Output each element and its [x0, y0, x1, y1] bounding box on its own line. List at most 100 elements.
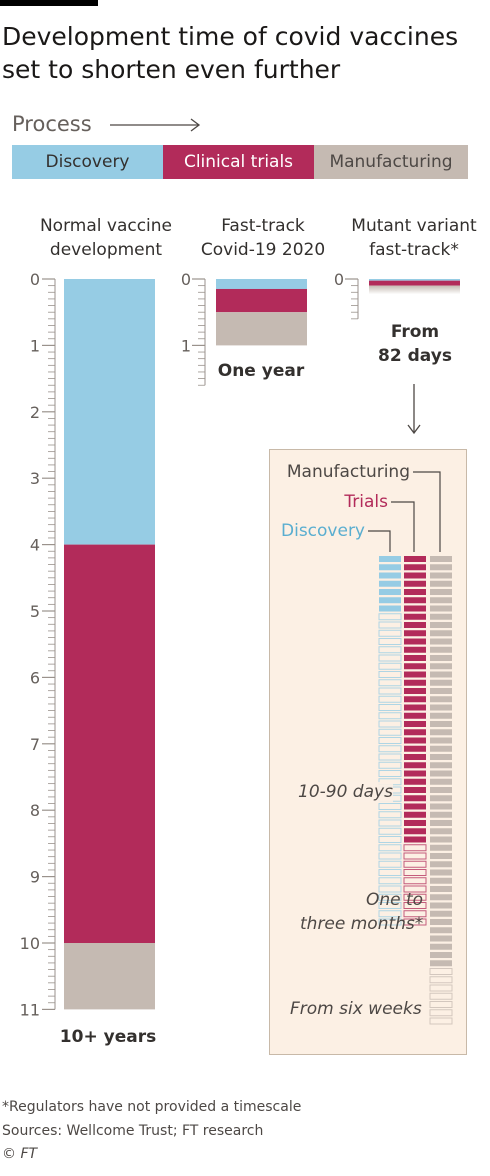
detail-trials-stripe [403, 869, 427, 876]
detail-trials-stripe [403, 877, 427, 885]
detail-manufacturing-stripe [430, 704, 452, 711]
detail-manufacturing-stripe [430, 952, 452, 958]
detail-manufacturing-stripe [430, 935, 452, 942]
detail-manufacturing-stripe [430, 630, 452, 637]
y-tick-label: 10 [20, 934, 40, 953]
detail-label-trials: Trials [343, 492, 388, 512]
y-tick-label: 4 [30, 536, 40, 555]
y-tick-label: 11 [20, 1000, 40, 1019]
detail-trials-stripe [404, 671, 426, 678]
detail-manufacturing-stripe [429, 968, 453, 975]
y-tick-label: 5 [30, 602, 40, 621]
detail-discovery-stripe [378, 646, 402, 654]
detail-discovery-stripe [378, 753, 402, 761]
detail-discovery-stripe [378, 910, 402, 918]
detail-discovery-stripe [378, 745, 402, 753]
detail-manufacturing-stripe [430, 580, 452, 587]
detail-trials-stripe [404, 795, 426, 802]
detail-discovery-stripe [379, 556, 401, 562]
detail-trials-stripe [404, 597, 426, 604]
detail-manufacturing-stripe [430, 597, 452, 604]
y-tick-label: 2 [30, 403, 40, 422]
detail-trials-stripe [404, 580, 426, 587]
detail-trials-stripe [404, 820, 426, 826]
detail-discovery-stripe [379, 564, 401, 571]
detail-manufacturing-stripe [430, 795, 452, 802]
detail-manufacturing-stripe [430, 613, 452, 620]
bar-normal-discovery [64, 279, 155, 545]
detail-manufacturing-stripe [430, 696, 452, 703]
detail-manufacturing-stripe [430, 960, 452, 967]
detail-discovery-stripe [378, 695, 402, 703]
detail-manufacturing-stripe [430, 762, 452, 769]
detail-manufacturing-stripe [430, 910, 452, 917]
detail-label-manufacturing: Manufacturing [287, 462, 410, 482]
detail-manufacturing-stripe [430, 844, 452, 851]
detail-manufacturing-stripe [430, 927, 452, 934]
detail-manufacturing-stripe [430, 869, 452, 876]
detail-discovery-stripe [378, 629, 402, 637]
bar-mutant-discovery [369, 279, 460, 281]
y-tick-label: 3 [30, 469, 40, 488]
detail-trials-stripe [404, 787, 426, 793]
detail-manufacturing-stripe [430, 737, 452, 744]
ft-credit: © FT [2, 1146, 38, 1162]
detail-trials-stripe [404, 704, 426, 711]
column-header-normal-line-2: development [49, 240, 163, 260]
y-tick-label: 6 [30, 668, 40, 687]
detail-manufacturing-stripe [430, 729, 452, 736]
connector-manufacturing [413, 471, 441, 552]
detail-trials-stripe [404, 556, 426, 562]
detail-trials-stripe [404, 778, 426, 785]
detail-discovery-stripe [378, 852, 402, 860]
detail-manufacturing-stripe [429, 992, 453, 1000]
detail-manufacturing-stripe [430, 943, 452, 950]
detail-manufacturing-stripe [430, 754, 452, 760]
detail-manufacturing-stripe [430, 902, 452, 909]
bar-normal-clinical-trials [64, 544, 155, 943]
sources: Sources: Wellcome Trust; FT research [2, 1123, 264, 1139]
detail-discovery-stripe [378, 803, 402, 810]
detail-manufacturing-stripe [430, 803, 452, 810]
detail-discovery-stripe [378, 893, 402, 901]
detail-discovery-stripe [378, 885, 402, 893]
detail-discovery-stripe [378, 662, 402, 670]
y-tick-label: 7 [30, 735, 40, 754]
detail-discovery-stripe [378, 877, 402, 885]
detail-trials-stripe [404, 762, 426, 769]
detail-discovery-stripe [378, 638, 402, 645]
detail-manufacturing-stripe [430, 712, 452, 719]
detail-manufacturing-stripe [430, 589, 452, 595]
detail-discovery-stripe [378, 687, 402, 695]
detail-trials-stripe [403, 893, 427, 901]
detail-discovery-stripe [378, 720, 402, 728]
detail-discovery-stripe [378, 918, 402, 926]
detail-manufacturing-stripe [430, 861, 452, 868]
detail-trials-stripe [404, 770, 426, 777]
detail-trials-stripe [404, 737, 426, 744]
legend-discovery: Discovery [12, 145, 163, 179]
detail-discovery-stripe [378, 654, 402, 662]
y-tick-label: 9 [30, 868, 40, 887]
detail-manufacturing-stripe [429, 1009, 453, 1017]
caption-normal: 10+ years [59, 1027, 157, 1047]
annotation-trials-line-2: three months* [300, 914, 424, 934]
detail-manufacturing-stripe [430, 671, 452, 678]
detail-manufacturing-stripe [430, 721, 452, 727]
detail-manufacturing-stripe [430, 853, 452, 859]
detail-manufacturing-stripe [430, 836, 452, 843]
bar-fasttrack-manufacturing [216, 312, 307, 346]
caption-fasttrack: One year [217, 361, 305, 381]
detail-discovery-stripe [379, 572, 401, 579]
detail-discovery-stripe [378, 860, 402, 868]
detail-discovery-stripe [378, 728, 402, 736]
detail-trials-stripe [404, 754, 426, 760]
detail-manufacturing-stripe [430, 556, 452, 562]
detail-trials-stripe [403, 902, 427, 909]
footnote: *Regulators have not provided a timescal… [2, 1099, 302, 1115]
detail-trials-stripe [403, 918, 427, 926]
detail-manufacturing-stripe [429, 1017, 453, 1025]
process-label: Process [12, 112, 92, 136]
detail-discovery-stripe [378, 869, 402, 876]
